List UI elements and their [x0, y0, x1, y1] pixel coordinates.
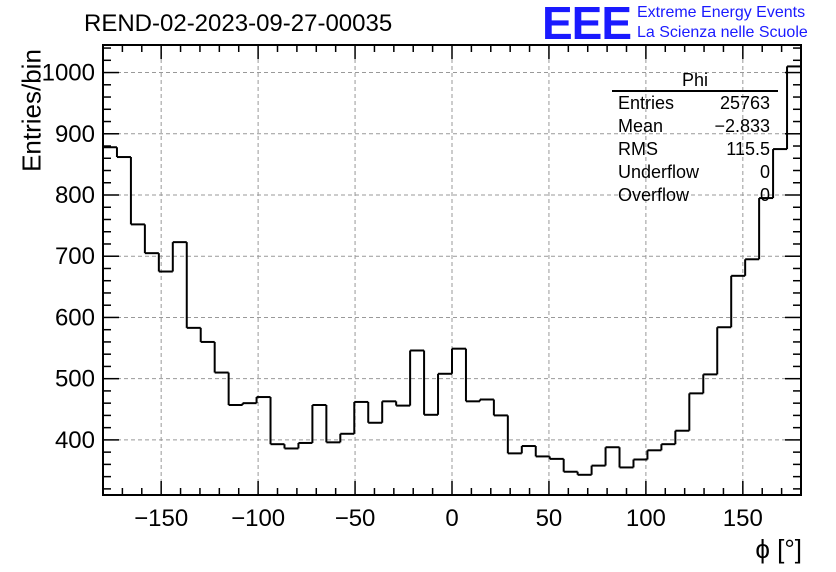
y-tick-label: 800 — [55, 182, 95, 209]
stats-row: Entries 25763 — [612, 92, 778, 115]
stats-row: RMS 115.5 — [612, 138, 778, 161]
stats-label: Entries — [618, 93, 675, 113]
stats-label: Underflow — [618, 162, 700, 182]
stats-label: Overflow — [618, 185, 690, 205]
x-tick-label: −100 — [231, 505, 285, 532]
histogram-line — [103, 65, 801, 476]
stats-value: 115.5 — [726, 139, 770, 159]
y-tick-label: 1000 — [42, 60, 95, 87]
x-tick-label: −150 — [134, 505, 188, 532]
grid-lines — [103, 45, 801, 495]
chart-title: REND-02-2023-09-27-00035 — [84, 10, 393, 37]
y-axis-label: Entries/bin — [16, 49, 47, 172]
stats-title: Phi — [612, 70, 778, 92]
y-tick-labels: 400 500 600 700 800 900 1000 — [42, 60, 95, 454]
y-tick-label: 700 — [55, 243, 95, 270]
x-tick-label: 50 — [536, 505, 563, 532]
y-tick-label: 500 — [55, 366, 95, 393]
axis-ticks — [102, 45, 802, 495]
x-tick-labels: −150 −100 −50 0 50 100 150 — [134, 505, 763, 532]
stats-value: 25763 — [719, 93, 770, 113]
stats-box: Phi Entries 25763 Mean −2.833 RMS 115.5 … — [612, 70, 778, 207]
stats-label: Mean — [618, 116, 664, 136]
y-tick-label: 900 — [55, 121, 95, 148]
stats-row: Mean −2.833 — [612, 115, 778, 138]
eee-logo: EEE — [542, 0, 632, 49]
x-tick-label: −50 — [335, 505, 376, 532]
x-tick-label: 100 — [626, 505, 666, 532]
y-tick-label: 600 — [55, 304, 95, 331]
x-tick-label: 150 — [723, 505, 763, 532]
x-tick-label: 0 — [445, 505, 458, 532]
stats-row: Overflow 0 — [612, 184, 778, 207]
stats-value: 0 — [759, 185, 770, 205]
y-tick-label: 400 — [55, 427, 95, 454]
stats-value: −2.833 — [714, 116, 770, 136]
stats-label: RMS — [618, 139, 658, 159]
stats-value: 0 — [759, 162, 770, 182]
stats-row: Underflow 0 — [612, 161, 778, 184]
x-axis-label: ϕ [°] — [755, 534, 802, 564]
logo-line-1: Extreme Energy Events — [637, 4, 806, 21]
logo-line-2: La Scienza nelle Scuole — [637, 24, 808, 41]
